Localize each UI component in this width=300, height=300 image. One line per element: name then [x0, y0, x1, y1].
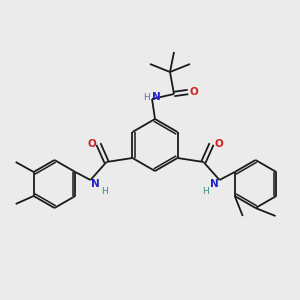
Text: H: H [142, 92, 149, 101]
Text: N: N [91, 179, 100, 189]
Text: N: N [152, 92, 160, 102]
Text: H: H [101, 187, 108, 196]
Text: H: H [202, 187, 209, 196]
Text: O: O [214, 139, 223, 149]
Text: O: O [87, 139, 96, 149]
Text: O: O [190, 87, 198, 97]
Text: N: N [210, 179, 219, 189]
